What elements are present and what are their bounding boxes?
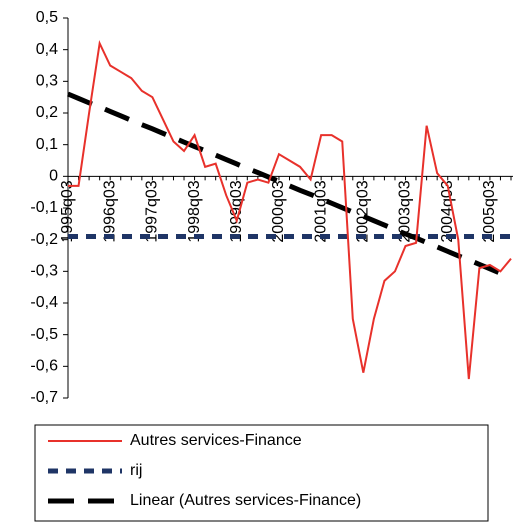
y-tick-label: -0,4: [30, 294, 58, 311]
y-tick-label: 0,2: [36, 104, 58, 121]
y-tick-label: -0,7: [30, 389, 58, 406]
x-tick-label: 2000q03: [270, 180, 287, 242]
x-tick-label: 2005q03: [481, 180, 498, 242]
x-tick-label: 1995q03: [59, 180, 76, 242]
y-tick-label: -0,2: [30, 231, 58, 248]
y-tick-label: 0,3: [36, 73, 58, 90]
y-tick-label: 0,5: [36, 9, 58, 26]
x-tick-label: 2001q03: [312, 180, 329, 242]
x-tick-label: 2003q03: [397, 180, 414, 242]
x-tick-label: 1997q03: [144, 180, 161, 242]
y-tick-label: 0,1: [36, 136, 58, 153]
y-tick-label: -0,6: [30, 358, 58, 375]
x-tick-label: 2004q03: [439, 180, 456, 242]
legend-label: rij: [130, 462, 142, 479]
series-line: [68, 39, 512, 380]
legend-label: Linear (Autres services-Finance): [130, 492, 361, 509]
x-tick-label: 1998q03: [186, 180, 203, 242]
legend-label: Autres services-Finance: [130, 432, 302, 449]
y-tick-label: -0,3: [30, 263, 58, 280]
x-tick-label: 1996q03: [101, 180, 118, 242]
y-tick-label: 0: [49, 168, 58, 185]
y-tick-label: 0,4: [36, 41, 58, 58]
y-tick-label: -0,1: [30, 199, 58, 216]
y-tick-label: -0,5: [30, 326, 58, 343]
x-tick-label: 2002q03: [355, 180, 372, 242]
x-tick-label: 1999q03: [228, 180, 245, 242]
